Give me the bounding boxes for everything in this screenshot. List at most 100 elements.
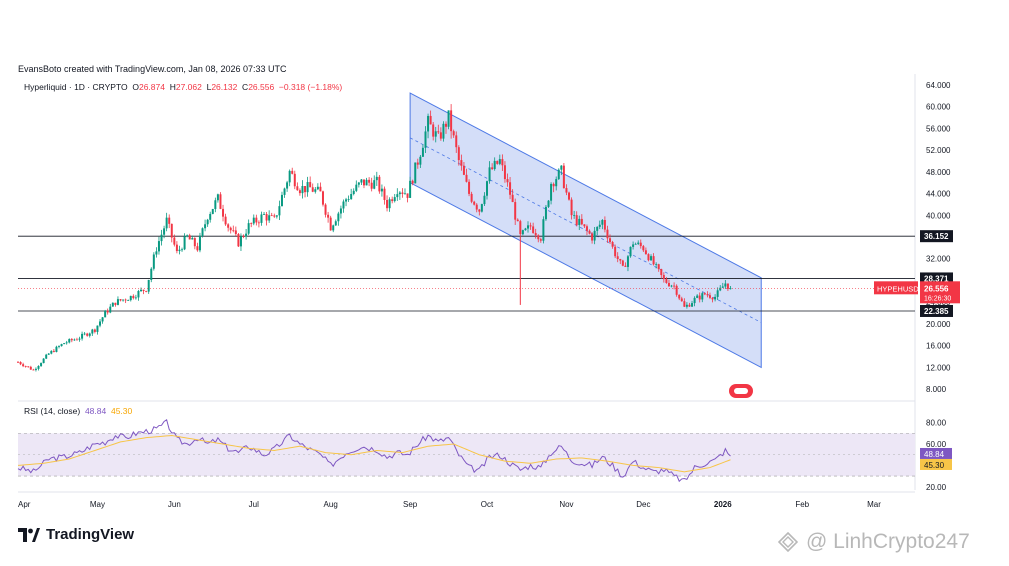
symbol-tag-bg	[874, 281, 918, 295]
candle-body	[209, 213, 212, 220]
candle-body	[250, 223, 253, 224]
candle-body	[547, 200, 550, 207]
rsi-ma-line	[17, 435, 731, 473]
candle-body	[460, 160, 463, 166]
candle-body	[252, 217, 255, 224]
candle-body	[455, 135, 458, 148]
candle-body	[480, 204, 483, 212]
ohlc-close: 26.556	[248, 82, 275, 92]
candle-body	[573, 215, 576, 216]
candle-body	[486, 181, 489, 196]
candle-body	[719, 287, 722, 291]
candle-body	[304, 186, 307, 193]
candle-body	[706, 294, 709, 296]
candle-body	[160, 234, 163, 242]
candle-body	[716, 290, 719, 297]
candle-body	[416, 162, 419, 165]
ohlc-o-label: O	[132, 82, 139, 92]
candle-body	[468, 181, 471, 194]
candle-body	[475, 204, 478, 210]
ohlc-l-label: L	[206, 82, 212, 92]
candle-body	[222, 208, 225, 217]
candle-body	[662, 275, 665, 280]
candle-body	[345, 199, 348, 202]
candle-body	[19, 362, 22, 365]
candle-body	[424, 131, 427, 148]
candle-body	[562, 165, 565, 189]
candle-body	[91, 329, 94, 334]
candle-body	[514, 202, 517, 220]
candle-body	[186, 235, 189, 237]
tradingview-logo[interactable]: TradingView	[18, 526, 134, 543]
candle-body	[27, 366, 30, 368]
candle-body	[544, 206, 547, 220]
candle-body	[270, 215, 273, 217]
candle-body	[721, 286, 724, 288]
candle-body	[470, 193, 473, 202]
candle-body	[652, 256, 655, 265]
candle-body	[362, 179, 365, 186]
candle-body	[557, 169, 560, 180]
candle-body	[555, 179, 558, 187]
candle-body	[232, 230, 235, 232]
candle-body	[127, 300, 130, 301]
candle-body	[378, 176, 381, 192]
candle-body	[614, 246, 617, 257]
price-tick-label: 44.000	[926, 190, 951, 199]
price-tick-label: 56.000	[926, 124, 951, 133]
candle-body	[257, 222, 260, 224]
candle-body	[206, 219, 209, 225]
candle-body	[383, 188, 386, 200]
candle-body	[352, 190, 355, 195]
candle-body	[465, 174, 468, 182]
candle-body	[483, 195, 486, 205]
candle-body	[280, 194, 283, 207]
symbol-name: Hyperliquid · 1D · CRYPTO	[24, 82, 128, 92]
price-tag: 26.556	[924, 284, 949, 293]
candle-body	[137, 291, 140, 298]
candle-body	[296, 186, 299, 191]
candle-body	[24, 366, 27, 367]
candle-body	[237, 234, 240, 247]
candle-body	[532, 226, 535, 233]
candle-body	[298, 190, 301, 194]
candle-body	[560, 165, 563, 170]
candle-body	[34, 368, 37, 370]
candle-body	[175, 244, 178, 252]
candle-body	[685, 304, 688, 307]
candle-body	[263, 214, 266, 215]
candle-body	[493, 160, 496, 170]
candle-body	[380, 188, 383, 192]
candle-body	[332, 225, 335, 231]
candle-body	[644, 250, 647, 255]
candle-body	[288, 170, 291, 183]
price-tag-bg	[920, 281, 960, 304]
candle-body	[421, 147, 424, 157]
candle-body	[278, 206, 281, 216]
candle-body	[247, 223, 250, 234]
level-label: 22.385	[924, 307, 949, 316]
price-tick-label: 20.000	[926, 320, 951, 329]
candle-body	[291, 170, 294, 174]
candle-body	[601, 219, 604, 225]
candle-body	[168, 217, 171, 224]
candle-body	[204, 224, 207, 229]
candle-body	[283, 188, 286, 195]
price-tick-label: 64.000	[926, 81, 951, 90]
candle-body	[621, 260, 624, 266]
candle-body	[444, 123, 447, 127]
time-tick-label: Aug	[324, 500, 338, 509]
candle-body	[516, 219, 519, 222]
candle-body	[255, 217, 258, 223]
candle-body	[585, 226, 588, 231]
candle-body	[116, 299, 119, 305]
candle-body	[611, 241, 614, 247]
candle-body	[81, 333, 84, 339]
candle-body	[593, 230, 596, 241]
candle-body	[388, 199, 391, 209]
rsi-ma-tag: 45.30	[924, 461, 945, 470]
candle-body	[688, 304, 691, 307]
candle-body	[457, 147, 460, 161]
candle-body	[427, 115, 430, 132]
